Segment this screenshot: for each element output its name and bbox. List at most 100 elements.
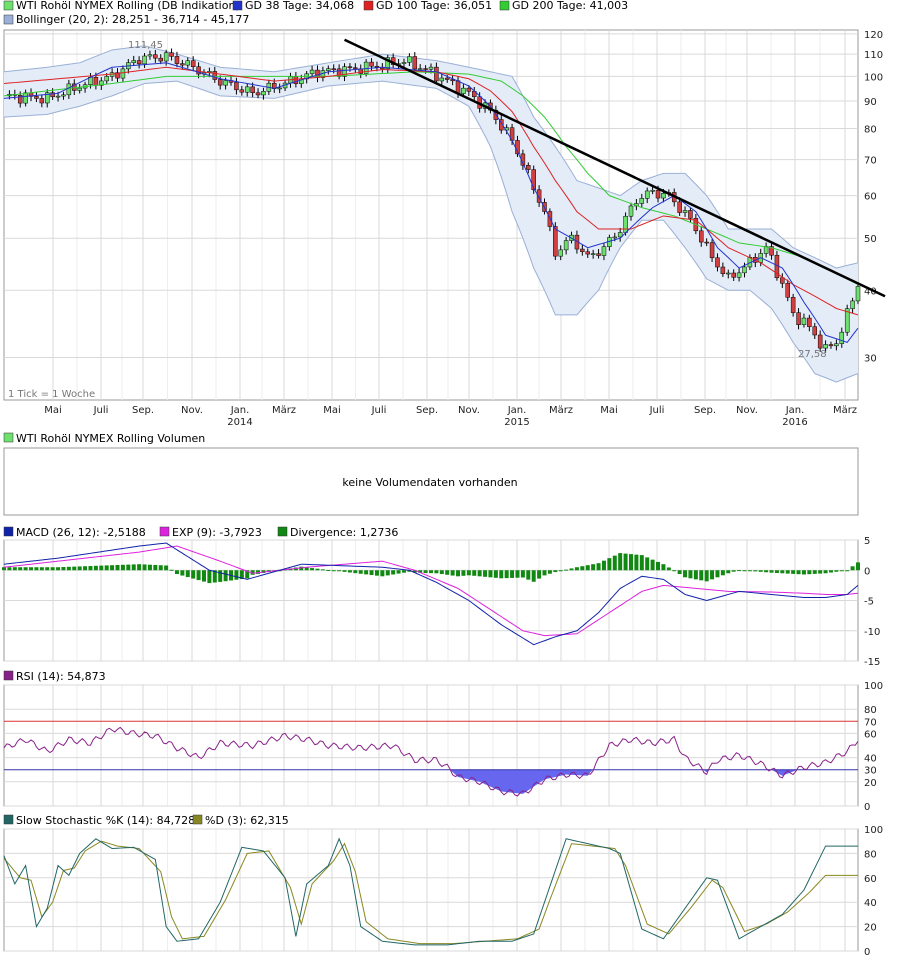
x-month-label: Nov. <box>736 405 758 416</box>
candle-body <box>39 98 45 104</box>
candle-body <box>655 190 661 199</box>
candle-body <box>682 210 688 213</box>
candle-body <box>61 94 66 97</box>
divergence-bar <box>499 570 504 579</box>
divergence-bar <box>623 553 628 571</box>
price-y-tick-label: 110 <box>864 50 883 61</box>
candle-body <box>439 77 445 82</box>
divergence-bar <box>342 570 347 572</box>
divergence-bar <box>710 570 715 580</box>
divergence-bar <box>34 567 39 571</box>
divergence-bar <box>164 565 169 571</box>
divergence-bar <box>612 555 617 571</box>
price-y-tick-label: 40 <box>864 286 877 297</box>
x-month-label: März <box>549 405 573 416</box>
macd-y-tick-label: -15 <box>864 657 880 668</box>
divergence-bar <box>320 569 325 571</box>
candle-body <box>499 119 504 131</box>
stoch-legend-label: Slow Stochastic %K (14): 84,728 <box>16 814 195 827</box>
x-month-label: Mai <box>323 405 341 416</box>
candle-body <box>715 257 720 268</box>
x-month-label: Jan. <box>230 405 250 416</box>
candle-body <box>709 242 715 259</box>
macd-legend-label: Divergence: 1,2736 <box>290 526 398 539</box>
divergence-bar <box>672 570 677 572</box>
divergence-bar <box>553 570 558 573</box>
candle-body <box>136 60 142 65</box>
divergence-bar <box>547 570 552 574</box>
divergence-bar <box>347 570 352 573</box>
candle-body <box>163 52 169 62</box>
divergence-bar <box>304 567 309 571</box>
divergence-bar <box>110 565 115 571</box>
divergence-bar <box>818 570 823 574</box>
macd-line <box>3 542 859 646</box>
divergence-bar <box>731 570 736 572</box>
annotation-high: 111,45 <box>128 40 163 51</box>
candle-body <box>796 312 801 325</box>
divergence-bar <box>18 567 23 571</box>
candle-body <box>223 80 228 86</box>
candle-body <box>115 72 120 79</box>
rsi-level-label: 30 <box>864 766 877 777</box>
divergence-bar <box>666 567 671 571</box>
candle-body <box>661 193 666 199</box>
candle-body <box>147 54 153 57</box>
candle-body <box>217 79 223 86</box>
candle-body <box>342 66 347 77</box>
divergence-bar <box>753 570 758 572</box>
candle-body <box>239 89 245 93</box>
exp-line <box>3 545 859 637</box>
candle-body <box>639 198 645 204</box>
divergence-bar <box>774 570 779 573</box>
divergence-bar <box>737 570 742 572</box>
candle-body <box>801 317 807 325</box>
rsi-legend-swatch <box>3 670 14 681</box>
candle-body <box>401 62 407 64</box>
candle-body <box>385 57 391 70</box>
candle-body <box>585 251 590 255</box>
candle-body <box>277 87 282 90</box>
divergence-bar <box>812 570 817 574</box>
candle-body <box>234 82 239 91</box>
rsi-level-label: 70 <box>864 717 877 728</box>
divergence-bar <box>445 570 450 575</box>
divergence-bar <box>537 570 542 579</box>
divergence-bar <box>407 570 412 572</box>
divergence-bar <box>39 567 44 571</box>
candle-body <box>617 232 623 238</box>
divergence-bar <box>688 570 693 579</box>
price-y-tick-label: 90 <box>864 97 877 108</box>
divergence-bar <box>218 570 223 582</box>
candle-body <box>293 76 299 84</box>
candle-body <box>580 248 585 252</box>
stoch-y-tick-label: 0 <box>864 947 870 958</box>
divergence-bar <box>201 570 206 582</box>
divergence-bar <box>147 564 152 571</box>
stoch-y-tick-label: 60 <box>864 874 877 885</box>
divergence-bar <box>558 570 563 572</box>
bollinger-upper-line <box>3 45 859 269</box>
stoch-legend-label: %D (3): 62,315 <box>205 814 289 827</box>
candle-body <box>66 83 72 96</box>
price-y-tick-label: 30 <box>864 353 877 364</box>
divergence-bar <box>531 570 536 582</box>
candle-body <box>558 249 563 257</box>
rsi-y-tick-label: 60 <box>864 729 877 740</box>
divergence-bar <box>839 570 844 572</box>
candle-body <box>807 317 812 327</box>
x-year-label: 2014 <box>227 417 252 428</box>
divergence-bar <box>310 568 315 571</box>
divergence-bar <box>466 570 471 576</box>
divergence-bar <box>358 570 363 574</box>
price-legend-label: GD 38 Tage: 34,068 <box>245 0 354 12</box>
divergence-bar <box>510 570 515 578</box>
candle-body <box>688 210 693 219</box>
divergence-bar <box>780 570 785 574</box>
annotation-low: 27,58 <box>798 349 827 360</box>
candle-body <box>434 66 439 82</box>
macd-legend-label: EXP (9): -3,7923 <box>172 526 262 539</box>
rsi-y-tick-label: 20 <box>864 778 877 789</box>
macd-y-tick-label: -5 <box>864 597 874 608</box>
divergence-bar <box>369 570 374 576</box>
